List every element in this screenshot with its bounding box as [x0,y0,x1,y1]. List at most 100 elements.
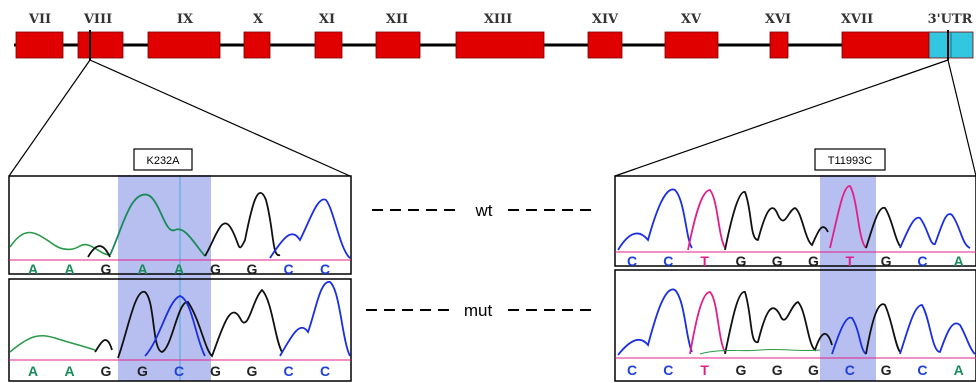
base-letter: C [320,363,330,379]
base-letter: G [101,261,112,277]
base-letter: T [700,253,709,269]
base-letter: G [210,363,221,379]
exon-label-xiv: XIV [592,12,619,27]
base-letter: A [174,261,184,277]
base-letter: A [64,261,74,277]
zoom-line-right-outer [947,59,976,177]
left-mutation-box [133,148,193,171]
base-letter: C [174,363,184,379]
right-wt-frame [614,175,976,267]
exon-box-vii [15,31,64,59]
right-mutation-box [814,148,886,171]
right-mut-trace-pink [689,291,726,355]
left-mutation-text: K232A [146,155,180,167]
zoom-line-left-inner [89,59,351,177]
right-mut-trace-black-2 [865,303,901,355]
base-letter: A [954,362,964,378]
left-mut-trace-green [9,334,96,353]
base-letter: G [772,362,783,378]
exon-box-xiv [587,31,623,59]
right-mut-trace-green [699,348,821,355]
left-wt-trace-green-2 [109,193,206,257]
left-mut-trace-black [94,288,283,359]
base-letter: C [283,363,293,379]
exon-box-ix [147,31,221,59]
left-mut-trace-blue [144,281,351,357]
right-chromatogram-panel: C C T G G G T G C A C C T G G G C G C A [614,175,976,382]
exon-label-xvii: XVII [841,12,873,27]
exon-label-xvi: XVI [765,12,791,27]
base-letter: C [663,362,673,378]
base-letter: C [627,362,637,378]
base-letter: G [881,362,892,378]
exon-box-xi [314,31,343,59]
base-letter: C [320,261,330,277]
exon-box-xvii [841,31,931,59]
right-wt-trace-blue-2 [899,213,971,249]
right-wt-trace-pink-1 [687,189,726,251]
zoom-line-right-inner [614,59,949,177]
base-letter: G [247,261,258,277]
exon-label-xi: XI [319,12,335,27]
exon-box-xii [375,31,421,59]
right-wt-trace-black-2 [865,207,901,249]
right-mut-frame [614,269,976,382]
left-highlight-band [118,175,211,381]
base-letter: G [881,253,892,269]
left-mut-frame [8,278,352,382]
exon-label-x: X [253,12,264,27]
base-letter: G [137,363,148,379]
exon-box-x [243,31,271,59]
mut-label: mut [464,301,493,320]
base-letter: G [101,363,112,379]
base-letter: C [283,261,293,277]
exon-box-xv [664,31,719,59]
exon-label-xv: XV [681,12,702,27]
exon-label-xii: XII [386,12,408,27]
base-letter: A [28,261,38,277]
base-letter: C [917,362,927,378]
left-mutation-label: K232A [133,148,193,171]
base-letter: G [808,362,819,378]
base-letter: A [64,363,74,379]
right-wt-trace-pink-2 [829,185,867,249]
base-letter: G [808,253,819,269]
base-letter: G [247,363,258,379]
utr-label: 3'UTR [928,12,973,27]
gene-structure: VII VIII IX X XI XII XIII XIV XV XVI XVII 3'UTR [14,12,974,60]
left-wt-trace-black [87,192,281,258]
base-letter: A [137,261,147,277]
left-chromatogram-panel: A A G A A G G C C A A G G C G G C C [8,175,352,382]
right-mut-trace-blue-1 [617,288,693,356]
exon-label-vii: VII [28,12,51,27]
right-mut-trace-blue-2 [831,316,867,355]
row-labels: wt mut [366,201,598,320]
base-letter: G [210,261,221,277]
right-mutation-text: T11993C [828,155,872,167]
base-letter: G [772,253,783,269]
right-wt-trace-black-1 [724,191,829,251]
wt-label: wt [475,201,493,220]
base-letter: A [28,363,38,379]
base-letter: C [627,253,637,269]
exon-box-viii [77,31,124,59]
right-mutation-label: T11993C [814,148,886,171]
base-letter: C [663,253,673,269]
exon-label-ix: IX [177,12,194,27]
base-letter: T [846,253,855,269]
base-letter: A [954,253,964,269]
left-wt-frame [8,175,352,275]
base-letter: C [917,253,927,269]
base-letter: T [700,362,709,378]
exon-box-xiii [455,31,545,59]
base-letter: C [845,362,855,378]
zoom-line-left-outer [8,59,91,177]
zoom-lines [8,59,976,177]
right-mut-trace-black-1 [724,291,833,355]
exon-box-xvi [769,31,789,59]
base-letter: G [735,253,746,269]
left-wt-trace-blue [269,198,351,259]
base-letter: G [735,362,746,378]
right-wt-trace-blue-1 [617,188,693,251]
